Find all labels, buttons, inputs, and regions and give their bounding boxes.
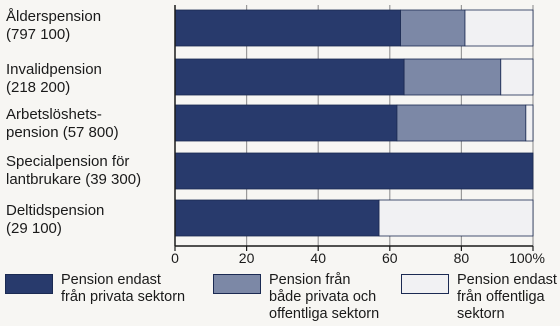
bar-segment xyxy=(174,104,398,142)
x-tick-label: 60 xyxy=(382,250,398,266)
legend-swatch xyxy=(401,274,449,294)
bar-segment xyxy=(174,58,405,96)
legend-item: Pension endast från offentliga sektorn xyxy=(401,272,560,323)
category-label-line: (797 100) xyxy=(6,26,71,43)
legend-swatch xyxy=(213,274,261,294)
x-tick-label: 20 xyxy=(239,250,255,266)
category-label-line: Specialpension för xyxy=(6,153,130,170)
legend-label: Pension endast från offentliga sektorn xyxy=(457,272,560,323)
legend-item: Pension endast från privata sektorn xyxy=(5,272,211,306)
x-tick-label: 40 xyxy=(310,250,326,266)
bar-segment xyxy=(174,199,380,237)
x-tick-label: 100% xyxy=(509,250,545,266)
legend-label-line: från offentliga xyxy=(457,289,545,305)
category-label-line: (218 200) xyxy=(6,79,71,96)
legend-label-line: Pension endast xyxy=(61,272,161,288)
category-label-line: Ålderspension xyxy=(6,8,102,25)
bar-segment xyxy=(174,152,534,190)
bar-segment xyxy=(464,9,534,47)
legend-label: Pension endast från privata sektorn xyxy=(61,272,211,306)
category-label: Specialpension för lantbrukare (39 300) xyxy=(6,153,176,189)
bar-segment xyxy=(174,9,401,47)
legend-swatch xyxy=(5,274,53,294)
legend-label-line: sektorn xyxy=(457,306,505,322)
legend-label: Pension från både privata och offentliga s… xyxy=(269,272,419,323)
category-label: Invalidpension (218 200) xyxy=(6,61,176,97)
x-tick-label: 0 xyxy=(171,250,179,266)
category-label-line: (29 100) xyxy=(6,220,62,237)
category-label: Arbetslöshets-pension (57 800) xyxy=(6,106,176,142)
category-label-line: Invalidpension xyxy=(6,61,102,78)
category-label-line: pension (57 800) xyxy=(6,124,119,141)
bar-segment xyxy=(525,104,534,142)
category-label-line: Arbetslöshets- xyxy=(6,106,102,123)
legend-label-line: både privata och xyxy=(269,289,377,305)
category-label-line: Deltidspension xyxy=(6,202,105,219)
legend-label-line: offentliga sektorn xyxy=(269,306,380,322)
bar-segment xyxy=(378,199,534,237)
bar-segment xyxy=(396,104,527,142)
legend-item: Pension från både privata och offentliga s… xyxy=(213,272,419,323)
category-label: Deltidspension (29 100) xyxy=(6,202,176,238)
category-label-line: lantbrukare (39 300) xyxy=(6,171,142,188)
x-tick-label: 80 xyxy=(454,250,470,266)
legend-label-line: från privata sektorn xyxy=(61,289,186,305)
legend-label-line: Pension endast xyxy=(457,272,557,288)
legend-label-line: Pension från xyxy=(269,272,351,288)
bar-segment xyxy=(400,9,466,47)
category-label: Ålderspension (797 100) xyxy=(6,8,176,44)
bar-segment xyxy=(403,58,502,96)
bar-segment xyxy=(500,58,534,96)
